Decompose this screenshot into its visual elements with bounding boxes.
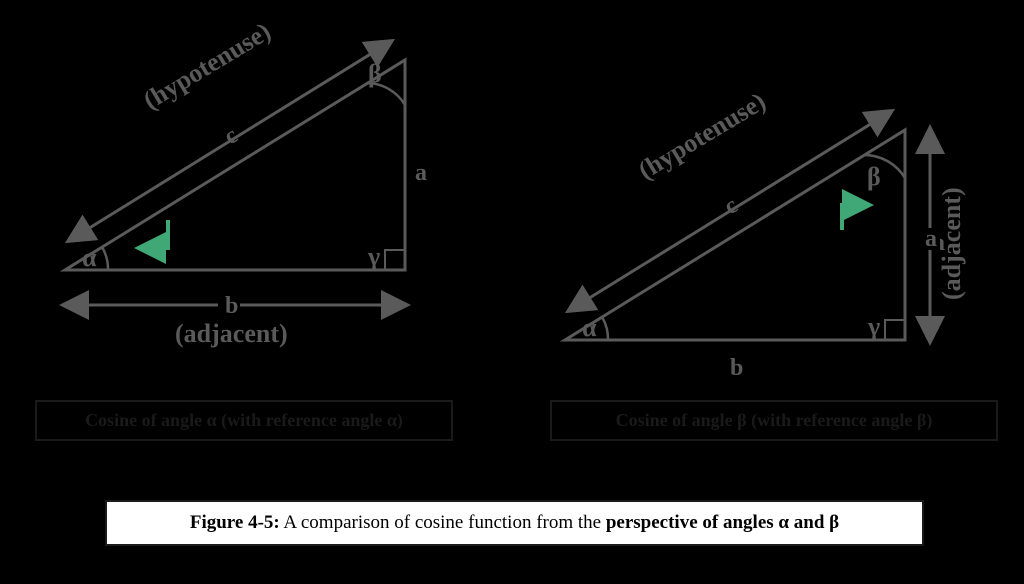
- beta-label: β: [368, 59, 382, 88]
- figure-prefix: Figure 4-5:: [190, 512, 280, 533]
- alpha-label: α: [582, 313, 597, 342]
- gamma-label: γ: [867, 312, 880, 341]
- right-angle-marker: [885, 320, 905, 340]
- alpha-label: α: [82, 243, 97, 272]
- alpha-indicator-arrow: [138, 220, 168, 248]
- svg-text:a: a: [925, 226, 937, 252]
- hypotenuse-text: (hypotenuse): [633, 87, 771, 186]
- right-caption-box: Cosine of angle β (with reference angle …: [550, 400, 998, 441]
- triangle-outline: [65, 60, 405, 270]
- hypotenuse-arrow: [70, 42, 390, 240]
- adjacent-text: (adjacent): [937, 187, 966, 300]
- figure-text: A comparison of cosine function from the: [280, 512, 606, 533]
- triangle-outline: [565, 130, 905, 340]
- left-triangle: α β γ a c (hypotenuse) b b (adjacent): [20, 10, 480, 370]
- figure-suffix: perspective of angles α and β: [606, 512, 839, 533]
- svg-text:b: b: [225, 293, 238, 319]
- left-caption-text: Cosine of angle α (with reference angle …: [85, 410, 403, 430]
- side-a-label: a: [415, 160, 427, 186]
- right-angle-marker: [385, 250, 405, 270]
- figure-caption: Figure 4-5: A comparison of cosine funct…: [105, 500, 924, 546]
- gamma-label: γ: [367, 242, 380, 271]
- hypotenuse-text: (hypotenuse): [138, 17, 276, 116]
- right-caption-text: Cosine of angle β (with reference angle …: [616, 410, 933, 430]
- side-b-label: b: [730, 355, 743, 381]
- right-triangle: α β γ b c a (hypotenuse) a (adjacent): [530, 50, 1010, 410]
- beta-indicator-arrow: [842, 205, 870, 230]
- diagram-container: α β γ a c (hypotenuse) b b (adjacent): [0, 0, 1024, 584]
- beta-label: β: [867, 162, 881, 191]
- alpha-arc: [102, 247, 108, 270]
- left-caption-box: Cosine of angle α (with reference angle …: [35, 400, 453, 441]
- adjacent-text: (adjacent): [175, 319, 288, 348]
- alpha-arc: [602, 317, 608, 340]
